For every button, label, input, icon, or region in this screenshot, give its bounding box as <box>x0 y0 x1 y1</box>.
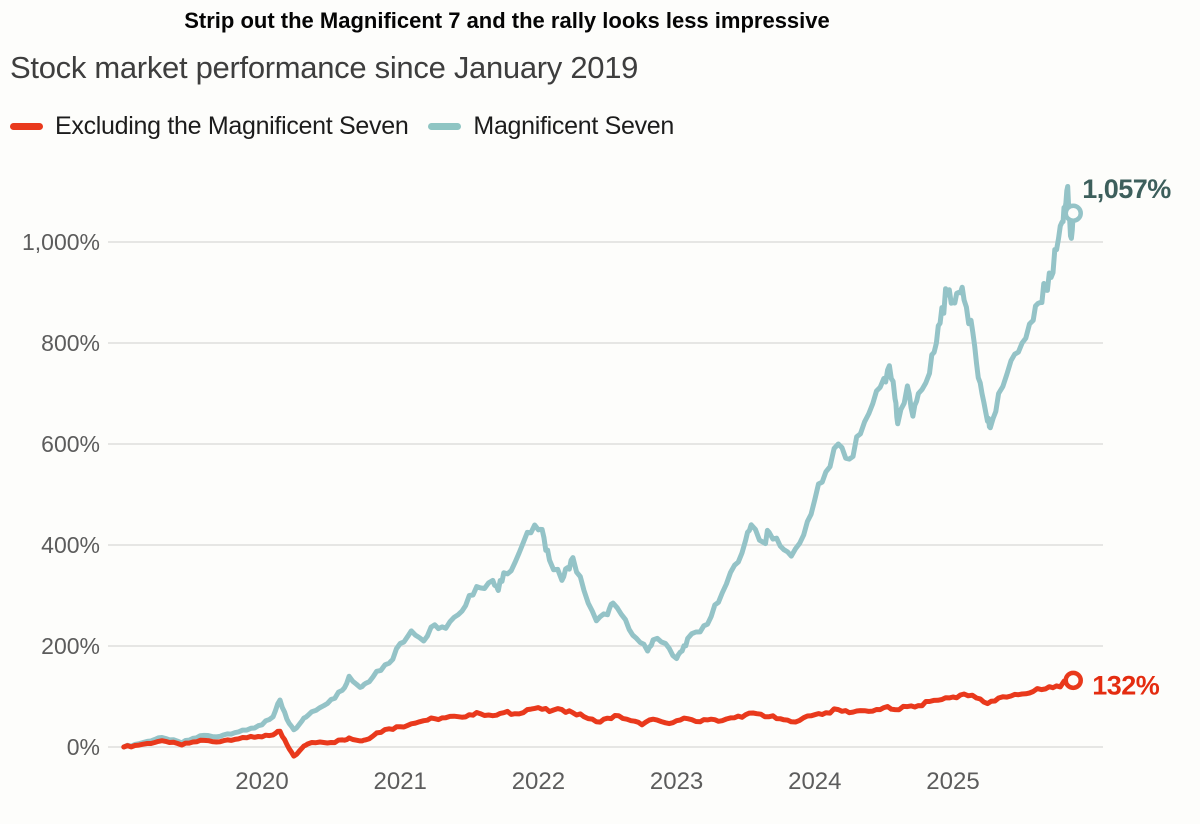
legend-label: Excluding the Magnificent Seven <box>55 112 409 140</box>
y-tick-label: 200% <box>41 633 100 659</box>
y-tick-label: 800% <box>41 330 100 356</box>
y-tick-label: 1,000% <box>22 229 100 255</box>
end-value-label: 132% <box>1092 670 1160 700</box>
end-marker-ex-mag7 <box>1063 670 1083 691</box>
legend-swatch-teal <box>428 123 462 130</box>
headline: Strip out the Magnificent 7 and the rall… <box>184 8 830 33</box>
x-tick-label: 2025 <box>926 768 979 795</box>
series-line-ex-mag7 <box>121 677 1076 759</box>
x-tick-label: 2022 <box>512 768 565 795</box>
legend-item-excluding-mag7: Excluding the Magnificent Seven <box>10 112 409 141</box>
x-tick-label: 2023 <box>650 768 703 795</box>
series-line-mag7 <box>121 184 1076 750</box>
end-value-label: 1,057% <box>1082 174 1171 204</box>
chart-title: Stock market performance since January 2… <box>10 50 639 85</box>
y-tick-label: 600% <box>41 431 100 457</box>
legend-item-mag7: Magnificent Seven <box>428 112 674 141</box>
x-tick-label: 2020 <box>235 768 288 795</box>
legend-swatch-red <box>10 123 43 130</box>
y-tick-label: 0% <box>67 734 100 760</box>
end-marker-mag7 <box>1063 203 1083 223</box>
y-tick-label: 400% <box>41 532 100 558</box>
x-tick-label: 2024 <box>788 768 841 795</box>
x-tick-label: 2021 <box>374 768 427 795</box>
legend: Excluding the Magnificent Seven Magnific… <box>10 112 674 141</box>
legend-label: Magnificent Seven <box>473 112 674 140</box>
